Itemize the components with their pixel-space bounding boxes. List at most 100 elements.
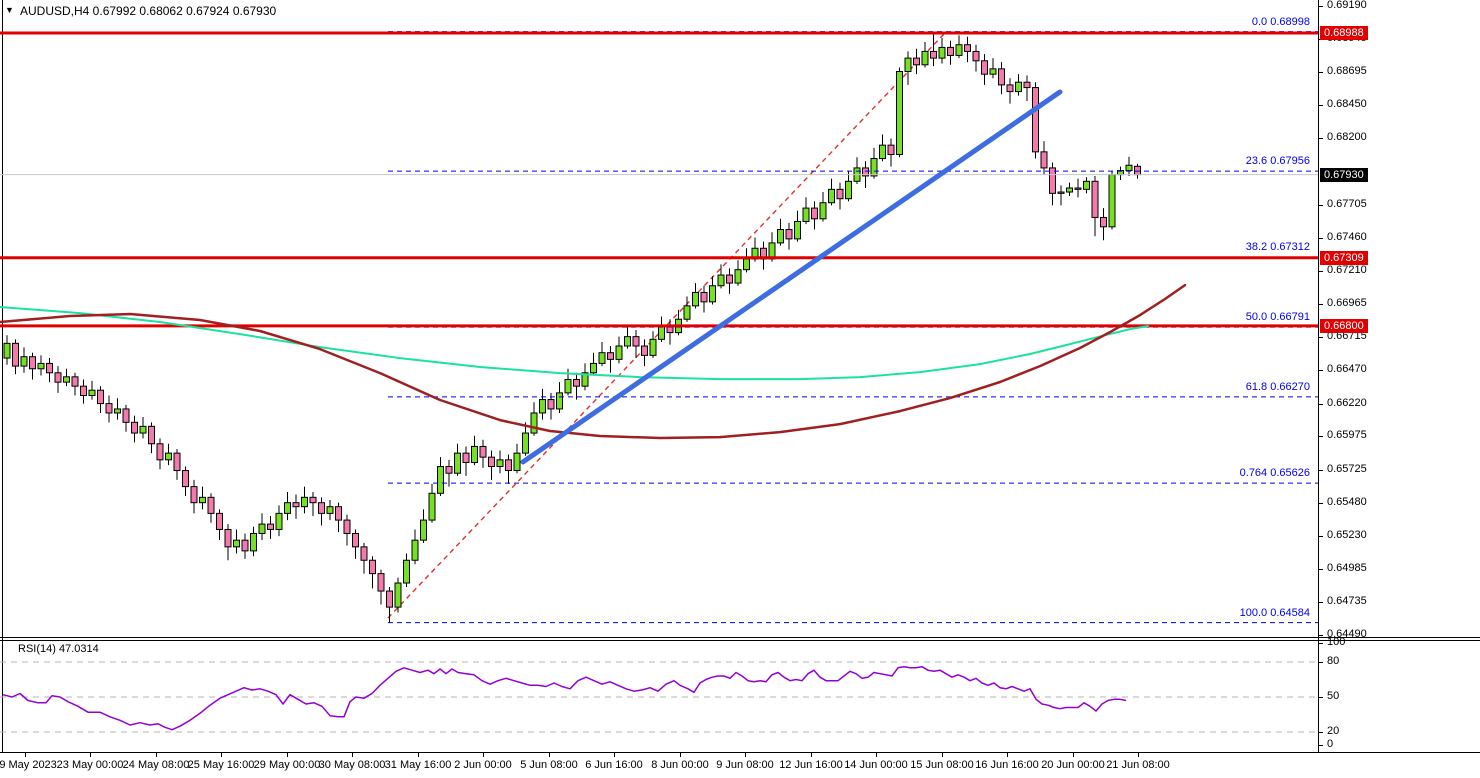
price-axis-tick — [1319, 370, 1323, 372]
candle-body-bull — [581, 372, 589, 387]
chart-title: AUDUSD,H4 0.67992 0.68062 0.67924 0.6793… — [20, 4, 277, 18]
candle-body-bear — [785, 229, 793, 240]
rsi-axis-label: 0 — [1327, 738, 1334, 750]
time-axis-tick — [156, 753, 157, 757]
time-axis-label: 24 May 08:00 — [122, 759, 190, 771]
time-axis-tick — [221, 753, 222, 757]
candle-body-bear — [46, 362, 53, 374]
rsi-axis-tick — [1319, 745, 1323, 746]
candle-body-bull — [590, 362, 597, 374]
trendline[interactable] — [520, 89, 1063, 465]
candle-body-bear — [352, 532, 359, 548]
rsi-axis-label: 50 — [1327, 690, 1340, 702]
price-axis-label: 0.65480 — [1327, 495, 1367, 508]
candle-body-bear — [1134, 165, 1141, 176]
panel-separator — [0, 637, 1480, 638]
price-axis-tick — [1319, 271, 1323, 273]
time-axis-tick — [483, 753, 484, 757]
price-axis-label: 0.67460 — [1327, 230, 1367, 243]
candle-body-bear — [182, 470, 189, 488]
candle-body-bear — [462, 452, 470, 464]
candle-body-bull — [522, 432, 529, 454]
price-axis-tick — [1319, 502, 1323, 504]
time-axis-label: 14 Jun 00:00 — [844, 759, 908, 771]
chart-dropdown-icon[interactable]: ▼ — [5, 5, 14, 15]
candle-body-bear — [547, 399, 555, 410]
ma-slow-line[interactable] — [0, 283, 1187, 440]
time-axis-label: 8 Jun 00:00 — [651, 759, 709, 771]
candle-body-bear — [54, 372, 62, 383]
candle-body-bear — [836, 188, 844, 200]
rsi-indicator-panel[interactable]: RSI(14) 47.0314 — [0, 641, 1318, 752]
time-axis-label: 12 Jun 16:00 — [779, 759, 843, 771]
candle-body-bull — [3, 342, 11, 359]
candlesticks — [3, 31, 1141, 623]
candle-body-bear — [947, 46, 954, 56]
candle-body-bull — [743, 258, 750, 271]
time-axis-label: 15 Jun 08:00 — [910, 759, 974, 771]
candle-body-bull — [896, 71, 903, 156]
candle-body-bull — [454, 452, 461, 474]
candle-body-bear — [71, 376, 79, 387]
candle-body-bull — [683, 305, 691, 320]
price-chart-canvas[interactable] — [0, 0, 1318, 637]
candle-body-bear — [700, 291, 708, 303]
candle-body-bull — [794, 220, 801, 240]
candle-body-bear — [998, 68, 1005, 86]
time-axis-tick — [745, 753, 746, 757]
price-axis-tick — [1319, 104, 1323, 106]
candle-body-bear — [148, 425, 155, 445]
candle-body-bear — [632, 336, 640, 347]
candle-body-bear — [445, 466, 453, 474]
candle-body-bear — [29, 356, 36, 370]
time-axis-label: 25 May 16:00 — [187, 759, 255, 771]
time-axis-tick — [614, 753, 615, 757]
candle-body-bear — [377, 573, 385, 592]
candle-body-bull — [37, 362, 45, 370]
price-axis-tick — [1319, 635, 1323, 637]
candle-body-bull — [539, 399, 546, 414]
candle-body-bear — [105, 403, 113, 414]
candle-body-bear — [292, 502, 300, 508]
candle-body-bull — [624, 336, 631, 347]
candle-body-bull — [564, 378, 572, 394]
level-price-badge: 0.68988 — [1320, 25, 1368, 40]
price-axis-tick — [1319, 337, 1323, 339]
candle-body-bull — [139, 425, 147, 434]
candle-body-bull — [394, 582, 402, 608]
candle-body-bear — [981, 60, 988, 75]
price-axis-tick — [1319, 303, 1323, 305]
price-axis[interactable]: 0.691900.689450.686950.684500.682000.677… — [1318, 0, 1480, 752]
candle-body-bull — [1057, 191, 1065, 194]
time-axis-tick — [876, 753, 877, 757]
rsi-panel-border[interactable] — [0, 640, 1480, 641]
candle-body-bull — [411, 539, 419, 561]
candle-body-bear — [224, 528, 232, 548]
candle-body-bull — [530, 412, 538, 434]
price-axis-tick — [1319, 72, 1323, 74]
rsi-canvas[interactable] — [0, 641, 1318, 752]
price-chart-area[interactable]: 0.0 0.68998 23.6 0.67956 38.2 0.67312 50.0 … — [0, 0, 1318, 637]
candle-body-bull — [496, 459, 504, 468]
candle-body-bear — [726, 274, 733, 284]
candle-body-bull — [989, 68, 997, 75]
candle-body-bear — [1100, 216, 1107, 228]
candle-body-bull — [403, 559, 410, 584]
ma-fast-line[interactable] — [0, 306, 1149, 381]
candle-body-bear — [190, 486, 198, 504]
candle-body-bear — [216, 512, 223, 530]
price-axis-tick — [1319, 138, 1323, 140]
candle-body-bear — [1040, 151, 1048, 169]
candle-body-bear — [811, 207, 818, 220]
candle-body-bear — [972, 50, 980, 62]
candle-body-bear — [573, 378, 580, 387]
time-axis-label: 31 May 16:00 — [384, 759, 452, 771]
candle-body-bull — [879, 144, 886, 160]
price-axis-label: 0.68200 — [1327, 131, 1367, 144]
candle-body-bull — [420, 519, 427, 541]
time-axis-label: 21 Jun 08:00 — [1106, 759, 1170, 771]
candle-body-bull — [165, 452, 172, 461]
time-axis-tick — [680, 753, 681, 757]
candle-body-bull — [1015, 81, 1022, 93]
